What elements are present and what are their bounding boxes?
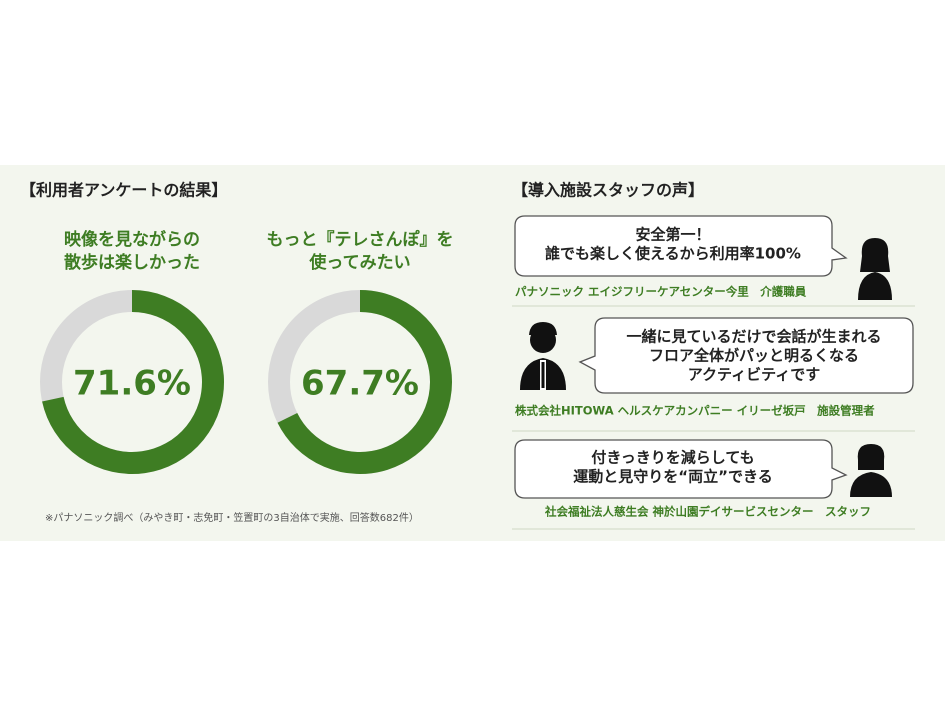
donut-segment: [42, 290, 224, 474]
donut-value-label: 67.7%: [301, 364, 419, 404]
donut-title: 使ってみたい: [308, 252, 410, 273]
quote-line: 運動と見守りを“両立”できる: [573, 468, 772, 486]
person-icons: [520, 238, 892, 497]
footnote: ※パナソニック調べ（みやき町・志免町・笠置町の3自治体で実施、回答数682件）: [45, 511, 419, 524]
donut-title: もっと『テレさんぽ』を: [267, 229, 454, 250]
donut-value-label: 71.6%: [73, 364, 191, 404]
donut-title: 映像を見ながらの: [64, 229, 200, 250]
left-heading: 【利用者アンケートの結果】: [20, 181, 227, 200]
donut-segment: [277, 290, 452, 474]
quote-caption: 社会福祉法人慈生会 神於山園デイサービスセンター スタッフ: [544, 505, 871, 519]
quote-line: アクティビティです: [688, 366, 820, 384]
bubbles: [514, 215, 914, 499]
donut-title: 散歩は楽しかった: [64, 252, 200, 273]
quote-line: 安全第一！: [635, 226, 710, 244]
right-heading: 【導入施設スタッフの声】: [512, 181, 704, 200]
quote-line: 一緒に見ているだけで会話が生まれる: [626, 328, 881, 346]
quote-line: 誰でも楽しく使えるから利用率100%: [545, 245, 801, 263]
dividers: [512, 305, 915, 530]
quote-line: 付きっきりを減らしても: [591, 449, 754, 467]
quote-line: フロア全体がパッと明るくなる: [649, 347, 859, 365]
quote-caption: パナソニック エイジフリーケアセンター今里 介護職員: [515, 285, 807, 299]
quote-caption: 株式会社HITOWA ヘルスケアカンパニー イリーゼ坂戸 施設管理者: [515, 404, 875, 418]
